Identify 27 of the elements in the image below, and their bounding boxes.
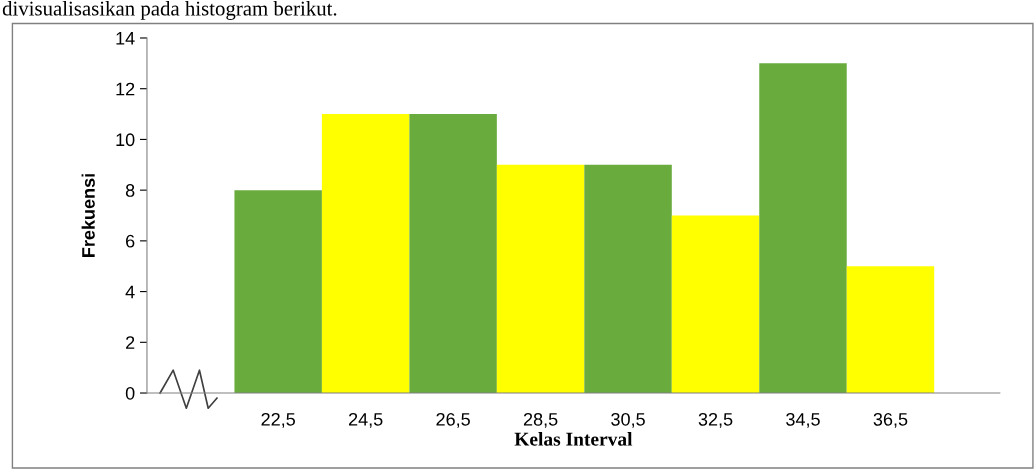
x-tick-label: 26,5 (436, 412, 470, 428)
bar (496, 164, 585, 394)
x-tick-label: 30,5 (611, 412, 645, 428)
bar (409, 114, 497, 394)
y-tick-label: 8 (125, 184, 135, 197)
x-tick-label: 24,5 (348, 412, 383, 428)
x-axis-title: Kelas Interval (514, 432, 633, 446)
bar (584, 164, 672, 394)
bar (846, 266, 935, 394)
y-tick-label: 12 (116, 82, 135, 96)
x-tick-label: 32,5 (698, 412, 733, 428)
y-tick-label: 0 (125, 386, 135, 400)
y-tick-label: 2 (126, 336, 135, 349)
x-tick-label: 34,5 (786, 412, 820, 428)
bar (321, 114, 410, 394)
y-tick-label: 4 (125, 285, 135, 299)
x-tick-label: 36,5 (873, 412, 908, 428)
bar (759, 63, 847, 394)
x-tick-label: 22,5 (261, 412, 295, 428)
y-axis-title: Frekuensi (81, 174, 95, 257)
y-tick-label: 6 (126, 234, 135, 248)
text: divisualisasikan pada histogram berikut. (2, 0, 337, 20)
y-tick-label: 10 (116, 133, 135, 147)
y-tick-label: 14 (116, 32, 135, 45)
bar (234, 190, 322, 394)
bar (671, 215, 760, 394)
x-tick-label: 28,5 (523, 412, 558, 428)
